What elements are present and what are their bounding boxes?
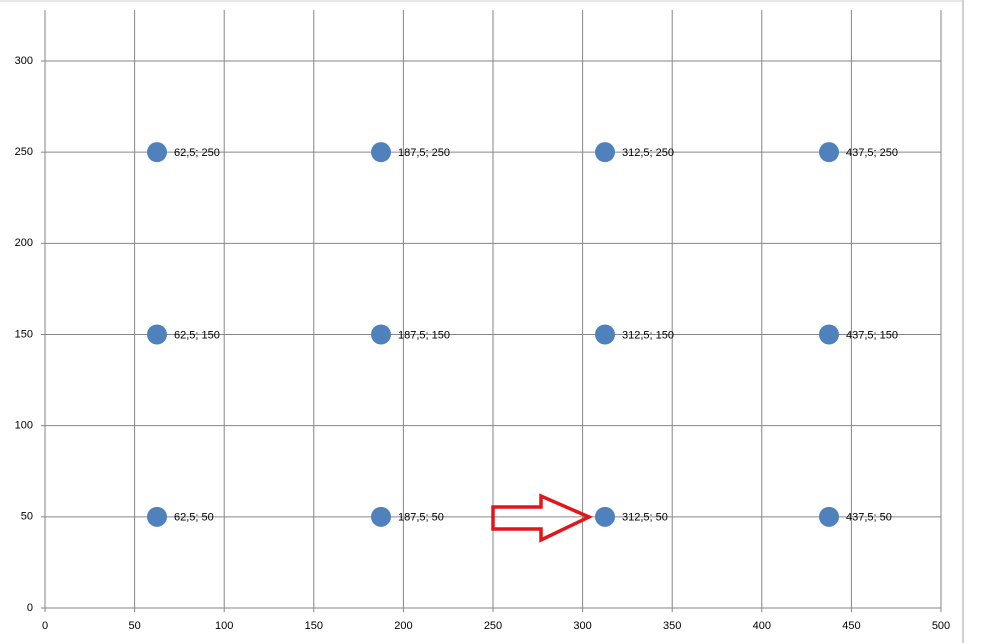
y-tick-label: 100 — [15, 420, 33, 432]
point — [819, 324, 839, 345]
data-label: 312,5; 150 — [622, 329, 674, 341]
point — [595, 142, 615, 163]
point — [371, 324, 391, 345]
data-label: 187,5; 250 — [398, 147, 450, 159]
x-tick-label: 400 — [753, 620, 771, 632]
point — [371, 506, 391, 527]
x-tick-label: 350 — [663, 620, 681, 632]
point — [371, 142, 391, 163]
x-tick-label: 100 — [215, 620, 233, 632]
data-label: 437,5; 150 — [846, 329, 898, 341]
y-tick-label: 300 — [15, 55, 33, 67]
highlight-arrow — [491, 493, 594, 543]
x-tick-label: 450 — [842, 620, 860, 632]
data-label: 312,5; 250 — [622, 147, 674, 159]
point — [819, 142, 839, 163]
y-tick-label: 50 — [21, 511, 33, 523]
point — [595, 506, 615, 527]
point — [147, 142, 167, 163]
y-tick-label: 250 — [15, 146, 33, 158]
x-tick-label: 500 — [932, 620, 950, 632]
data-label: 62,5; 50 — [174, 512, 214, 524]
data-label: 187,5; 50 — [398, 512, 444, 524]
data-label: 437,5; 50 — [846, 512, 892, 524]
point — [147, 506, 167, 527]
x-tick-label: 150 — [305, 620, 323, 632]
y-tick-label: 200 — [15, 237, 33, 249]
point — [819, 506, 839, 527]
data-label: 62,5; 250 — [174, 147, 220, 159]
data-label: 187,5; 150 — [398, 329, 450, 341]
data-label: 62,5; 150 — [174, 329, 220, 341]
y-tick-label: 0 — [27, 602, 33, 614]
point — [595, 324, 615, 345]
plot-area: 0 50 100 150 200 250 300 0 50 100 150 200 250 300 350 4… — [15, 10, 950, 632]
x-tick-label: 250 — [484, 620, 502, 632]
data-label: 312,5; 50 — [622, 512, 668, 524]
point — [147, 324, 167, 345]
x-tick-label: 50 — [128, 620, 140, 632]
data-label: 437,5; 250 — [846, 147, 898, 159]
x-tick-label: 0 — [42, 620, 48, 632]
x-tick-label: 200 — [394, 620, 412, 632]
x-tick-label: 300 — [573, 620, 591, 632]
y-tick-label: 150 — [15, 328, 33, 340]
